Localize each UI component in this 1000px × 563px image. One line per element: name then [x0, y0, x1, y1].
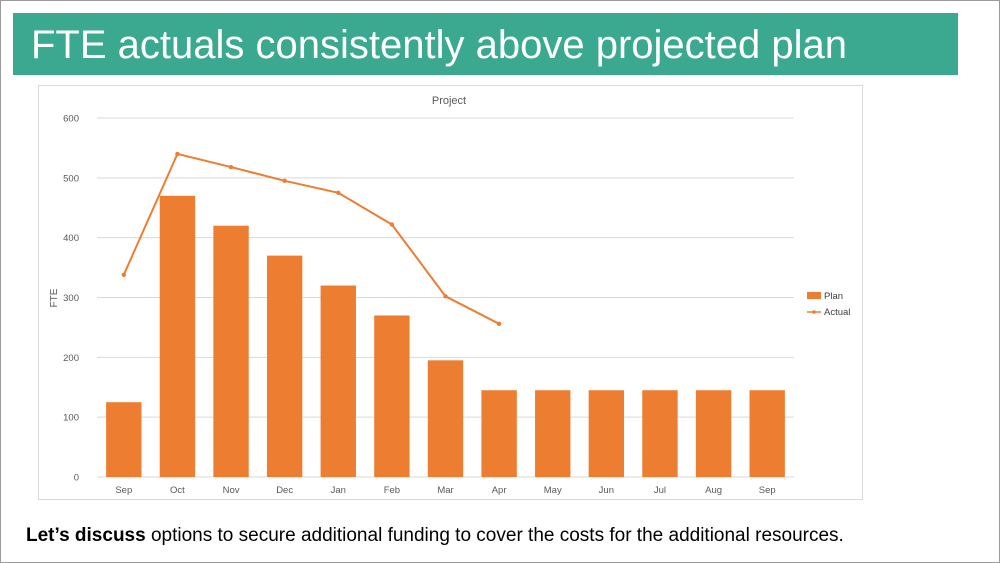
actual-point-5: [389, 222, 395, 227]
plan-bars: [106, 195, 785, 477]
x-tick-label: Sep: [115, 485, 132, 496]
x-tick-label: Jun: [599, 485, 614, 496]
plan-bar-12: [749, 390, 785, 477]
x-tick-label: Aug: [705, 485, 722, 496]
plan-bar-11: [695, 390, 732, 477]
plan-bar-8: [535, 390, 571, 477]
actual-series-line: [122, 152, 500, 325]
actual-point-6: [443, 294, 448, 299]
gridlines: [97, 117, 794, 478]
x-tick-label: Jul: [654, 485, 666, 496]
x-tick-label: Apr: [492, 485, 507, 496]
footer-rest: options to secure additional funding to …: [145, 525, 844, 546]
x-tick-label: Sep: [759, 485, 776, 496]
y-tick-label: 600: [63, 114, 79, 125]
actual-point-1: [175, 151, 180, 157]
x-tick-label: Mar: [437, 485, 453, 496]
y-tick-label: 200: [63, 353, 79, 364]
legend-actual-marker: [812, 310, 816, 314]
chart: Project FTE 0 100 200 300 400 500 600 Sep Oct No…: [49, 95, 850, 496]
actual-point-4: [336, 190, 341, 195]
y-tick-label: 300: [63, 293, 79, 304]
y-tick-label: 400: [63, 233, 79, 244]
legend-plan-label: Plan: [824, 291, 843, 302]
plan-bar-0: [106, 402, 142, 477]
x-tick-label: Feb: [384, 485, 400, 496]
y-axis-label: FTE: [49, 288, 60, 307]
x-tick-label: Nov: [223, 485, 240, 496]
footer-bold: Let’s discuss: [26, 525, 146, 546]
slide-title: FTE actuals consistently above projected…: [31, 23, 847, 67]
x-tick-label: Jan: [331, 485, 346, 496]
actual-point-7: [496, 321, 502, 327]
plan-bar-3: [266, 255, 303, 477]
x-tick-label: Dec: [276, 485, 293, 496]
y-tick-label: 100: [63, 413, 79, 424]
title-bar: FTE actuals consistently above projected…: [13, 13, 958, 75]
actual-point-2: [228, 164, 234, 170]
legend-actual-label: Actual: [824, 307, 850, 318]
y-tick-label: 500: [63, 173, 79, 184]
x-tick-label: May: [544, 485, 562, 496]
chart-title: Project: [432, 95, 466, 107]
legend-plan-swatch: [807, 292, 821, 299]
plan-bar-1: [159, 195, 196, 477]
plan-bar-5: [374, 315, 410, 477]
actual-line: [121, 151, 502, 327]
plan-bar-7: [481, 390, 517, 477]
y-tick-label: 0: [74, 473, 79, 484]
plan-bar-6: [427, 360, 464, 477]
chart-container: Project FTE 0 100 200 300 400 500 600 Sep Oct No…: [38, 85, 863, 500]
plan-bar-2: [213, 225, 249, 477]
y-ticks: 0 100 200 300 400 500 600: [63, 114, 79, 484]
plan-bar-4: [320, 285, 356, 477]
x-ticks: Sep Oct Nov Dec Jan Feb Mar Apr May Jun Jul Aug Sep: [115, 485, 775, 496]
actual-point-0: [121, 272, 127, 277]
x-tick-label: Oct: [170, 485, 185, 496]
plan-bar-10: [642, 390, 678, 477]
legend: Plan Actual: [807, 291, 850, 318]
plan-bar-9: [588, 390, 625, 477]
actual-point-3: [282, 178, 287, 184]
footer-text: Let’s discuss options to secure addition…: [26, 525, 844, 547]
